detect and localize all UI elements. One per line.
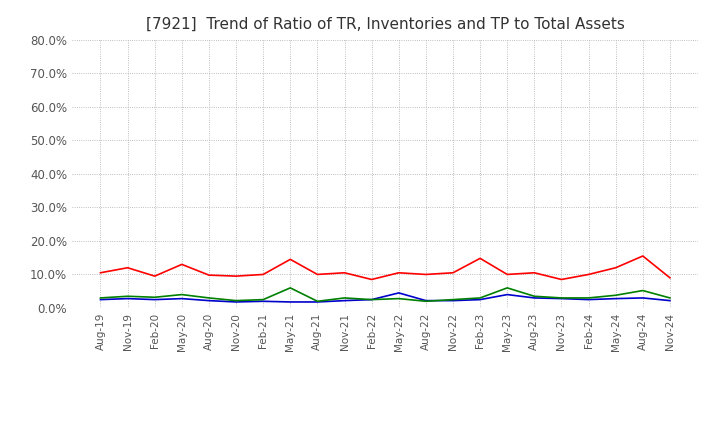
Trade Payables bbox=[421, 299, 430, 304]
Trade Receivables bbox=[503, 272, 511, 277]
Trade Payables bbox=[395, 296, 403, 301]
Inventories bbox=[449, 298, 457, 303]
Trade Payables bbox=[232, 298, 240, 303]
Trade Receivables bbox=[611, 265, 620, 270]
Line: Trade Receivables: Trade Receivables bbox=[101, 256, 670, 279]
Trade Receivables bbox=[123, 265, 132, 270]
Legend: Trade Receivables, Inventories, Trade Payables: Trade Receivables, Inventories, Trade Pa… bbox=[170, 435, 600, 440]
Trade Payables bbox=[665, 295, 674, 301]
Inventories bbox=[584, 297, 593, 302]
Inventories bbox=[286, 299, 294, 304]
Trade Receivables bbox=[476, 256, 485, 261]
Trade Receivables bbox=[286, 257, 294, 262]
Inventories bbox=[123, 296, 132, 301]
Trade Payables bbox=[259, 297, 268, 302]
Trade Payables bbox=[449, 297, 457, 302]
Trade Receivables bbox=[395, 270, 403, 275]
Trade Receivables bbox=[178, 262, 186, 267]
Line: Trade Payables: Trade Payables bbox=[101, 288, 670, 301]
Trade Receivables bbox=[259, 272, 268, 277]
Trade Payables bbox=[557, 295, 566, 301]
Trade Payables bbox=[611, 293, 620, 298]
Trade Receivables bbox=[204, 272, 213, 278]
Inventories bbox=[421, 298, 430, 303]
Trade Payables bbox=[123, 293, 132, 299]
Trade Payables bbox=[204, 295, 213, 301]
Trade Receivables bbox=[639, 253, 647, 259]
Line: Inventories: Inventories bbox=[101, 293, 670, 302]
Inventories bbox=[150, 297, 159, 302]
Trade Payables bbox=[476, 295, 485, 301]
Trade Payables bbox=[96, 295, 105, 301]
Trade Receivables bbox=[150, 274, 159, 279]
Trade Receivables bbox=[449, 270, 457, 275]
Trade Receivables bbox=[421, 272, 430, 277]
Trade Payables bbox=[367, 297, 376, 302]
Inventories bbox=[178, 296, 186, 301]
Trade Payables bbox=[530, 293, 539, 299]
Trade Receivables bbox=[584, 272, 593, 277]
Title: [7921]  Trend of Ratio of TR, Inventories and TP to Total Assets: [7921] Trend of Ratio of TR, Inventories… bbox=[145, 16, 625, 32]
Inventories bbox=[204, 298, 213, 303]
Inventories bbox=[341, 298, 349, 303]
Trade Payables bbox=[313, 299, 322, 304]
Inventories bbox=[476, 297, 485, 302]
Trade Receivables bbox=[232, 274, 240, 279]
Trade Payables bbox=[639, 288, 647, 293]
Inventories bbox=[313, 299, 322, 304]
Inventories bbox=[395, 290, 403, 296]
Inventories bbox=[232, 299, 240, 304]
Trade Receivables bbox=[530, 270, 539, 275]
Trade Payables bbox=[503, 285, 511, 290]
Trade Receivables bbox=[367, 277, 376, 282]
Trade Payables bbox=[178, 292, 186, 297]
Trade Receivables bbox=[313, 272, 322, 277]
Inventories bbox=[367, 297, 376, 302]
Trade Payables bbox=[341, 295, 349, 301]
Trade Receivables bbox=[665, 275, 674, 280]
Inventories bbox=[530, 295, 539, 301]
Inventories bbox=[503, 292, 511, 297]
Trade Receivables bbox=[557, 277, 566, 282]
Inventories bbox=[557, 296, 566, 301]
Inventories bbox=[665, 298, 674, 303]
Trade Payables bbox=[150, 295, 159, 300]
Inventories bbox=[639, 295, 647, 301]
Trade Payables bbox=[584, 295, 593, 301]
Inventories bbox=[259, 299, 268, 304]
Inventories bbox=[611, 296, 620, 301]
Trade Receivables bbox=[96, 270, 105, 275]
Trade Payables bbox=[286, 285, 294, 290]
Inventories bbox=[96, 297, 105, 302]
Trade Receivables bbox=[341, 270, 349, 275]
